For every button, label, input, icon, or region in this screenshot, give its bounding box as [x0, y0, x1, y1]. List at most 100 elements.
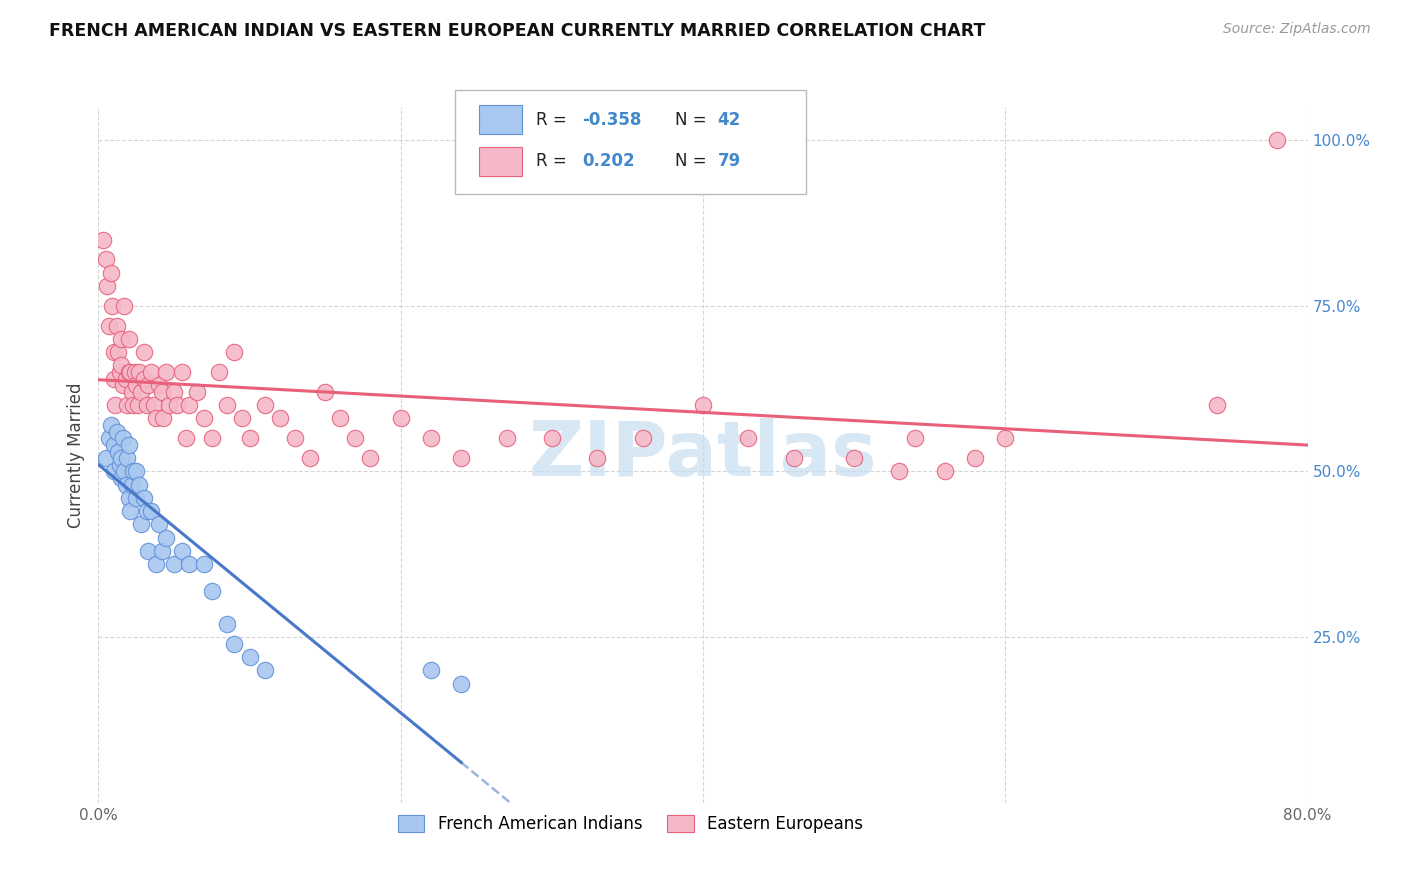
Point [269, 411, 291, 425]
Point [141, 365, 163, 379]
Point [783, 451, 806, 466]
Text: 0.202: 0.202 [582, 153, 634, 170]
Text: Source: ZipAtlas.com: Source: ZipAtlas.com [1223, 22, 1371, 37]
Point [155, 531, 177, 545]
Point [101, 299, 124, 313]
Point [98, 431, 121, 445]
Point [98, 318, 121, 333]
Point [111, 431, 134, 445]
Point [125, 378, 148, 392]
Text: 79: 79 [717, 153, 741, 170]
Point [104, 398, 127, 412]
Point [163, 384, 186, 399]
Text: ZIPatlas: ZIPatlas [529, 418, 877, 491]
Point [145, 411, 167, 425]
Point [103, 465, 125, 479]
Point [129, 517, 152, 532]
Point [889, 465, 911, 479]
Point [201, 583, 224, 598]
Point [934, 465, 956, 479]
Point [141, 504, 163, 518]
Point [129, 384, 152, 399]
Point [143, 398, 166, 412]
Point [737, 431, 759, 445]
Point [108, 365, 131, 379]
Point [120, 365, 142, 379]
Point [110, 359, 132, 373]
Point [1206, 398, 1229, 412]
Point [170, 365, 193, 379]
Point [103, 345, 125, 359]
Point [103, 372, 125, 386]
Point [112, 465, 135, 479]
Point [110, 451, 132, 466]
Point [224, 345, 246, 359]
Point [284, 431, 307, 445]
Y-axis label: Currently Married: Currently Married [66, 382, 84, 528]
Point [145, 558, 167, 572]
Point [389, 411, 412, 425]
Bar [479, 146, 522, 176]
Text: R =: R = [536, 153, 578, 170]
Point [115, 398, 138, 412]
Point [132, 491, 155, 505]
Point [420, 431, 443, 445]
Point [420, 663, 443, 677]
Bar [479, 105, 522, 134]
Point [118, 438, 141, 452]
Point [239, 650, 262, 665]
Point [135, 504, 157, 518]
Point [108, 458, 131, 472]
Text: N =: N = [675, 153, 711, 170]
Point [91, 233, 114, 247]
Point [94, 451, 117, 466]
Point [103, 438, 125, 452]
Point [107, 444, 129, 458]
Point [136, 544, 159, 558]
Point [170, 544, 193, 558]
Point [105, 425, 128, 439]
Text: -0.358: -0.358 [582, 111, 641, 128]
Point [163, 558, 186, 572]
Point [148, 378, 170, 392]
Point [94, 252, 117, 267]
Point [208, 365, 231, 379]
Point [132, 372, 155, 386]
Point [450, 451, 472, 466]
Point [186, 384, 208, 399]
Point [120, 504, 142, 518]
Point [329, 411, 352, 425]
Point [193, 558, 215, 572]
Point [159, 398, 181, 412]
Point [118, 491, 141, 505]
Point [118, 332, 141, 346]
Point [128, 477, 150, 491]
Point [1267, 133, 1289, 147]
Point [100, 418, 122, 433]
Point [111, 378, 134, 392]
Point [239, 431, 262, 445]
Text: FRENCH AMERICAN INDIAN VS EASTERN EUROPEAN CURRENTLY MARRIED CORRELATION CHART: FRENCH AMERICAN INDIAN VS EASTERN EUROPE… [49, 22, 986, 40]
Text: N =: N = [675, 111, 711, 128]
Point [193, 411, 215, 425]
Point [201, 431, 224, 445]
Point [105, 318, 128, 333]
Point [152, 411, 174, 425]
Point [132, 345, 155, 359]
Legend: French American Indians, Eastern Europeans: French American Indians, Eastern Europea… [391, 808, 870, 839]
Point [122, 465, 145, 479]
Point [121, 477, 143, 491]
Point [692, 398, 714, 412]
Point [299, 451, 322, 466]
Point [135, 398, 157, 412]
Point [100, 266, 122, 280]
Point [904, 431, 927, 445]
Text: R =: R = [536, 111, 572, 128]
Point [107, 345, 129, 359]
Point [344, 431, 367, 445]
Point [215, 616, 238, 631]
Point [115, 451, 138, 466]
Point [150, 384, 173, 399]
Point [136, 378, 159, 392]
Text: 42: 42 [717, 111, 741, 128]
